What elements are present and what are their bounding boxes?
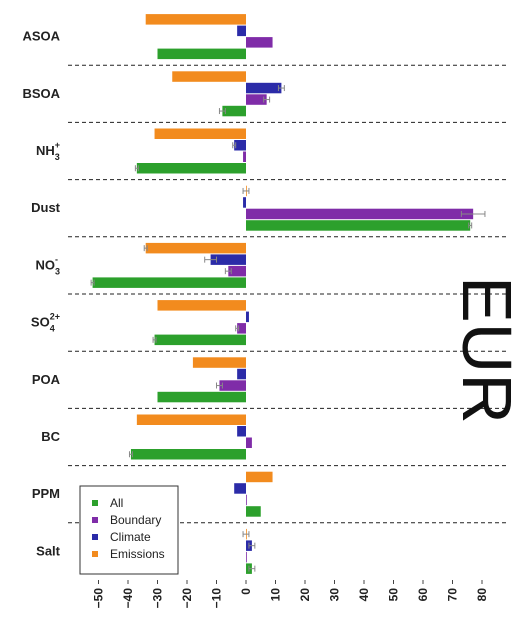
x-tick-label: 0	[239, 588, 253, 595]
category-label: ASOA	[22, 29, 60, 44]
bar-boundary-asoa	[246, 37, 273, 48]
bar-emissions-asoa	[145, 14, 246, 25]
bar-all-dust	[246, 220, 471, 231]
bar-emissions-so42	[157, 300, 246, 311]
bar-all-bsoa	[222, 105, 246, 117]
legend-swatch-all	[92, 500, 98, 506]
bar-emissions-poa	[192, 357, 246, 368]
bar-climate-so42	[246, 311, 249, 323]
x-tick-label: 40	[357, 588, 371, 602]
bar-emissions-ppm	[246, 471, 273, 483]
x-tick-label: −50	[92, 588, 106, 609]
x-tick-label: 70	[446, 588, 460, 602]
bar-boundary-salt	[246, 551, 247, 563]
bar-all-asoa	[157, 48, 246, 60]
category-label: NO3-	[35, 254, 60, 276]
bar-emissions-bc	[136, 414, 246, 425]
category-label: POA	[32, 372, 61, 387]
x-tick-label: −10	[210, 588, 224, 609]
category-label: PPM	[32, 486, 60, 501]
bar-boundary-ppm	[246, 494, 247, 506]
x-tick-label: 20	[298, 588, 312, 602]
bar-all-so42	[154, 334, 246, 346]
legend: All Boundary Climate Emissions	[79, 485, 179, 575]
category-label: NH3+	[36, 140, 60, 162]
legend-label-all: All	[110, 496, 123, 510]
x-tick-label: −40	[121, 588, 135, 609]
bar-emissions-nh3	[154, 128, 246, 139]
bar-climate-no3	[210, 254, 246, 265]
legend-label-emissions: Emissions	[110, 547, 165, 561]
bar-all-no3	[92, 277, 246, 288]
bar-climate-bsoa	[246, 82, 282, 94]
bar-all-bc	[130, 449, 246, 460]
bar-climate-asoa	[237, 25, 246, 37]
bar-all-poa	[157, 391, 246, 403]
bar-boundary-bsoa	[246, 94, 267, 105]
bar-all-ppm	[246, 506, 261, 517]
bar-all-nh3	[136, 163, 246, 174]
legend-swatch-climate	[92, 534, 98, 540]
bar-climate-bc	[237, 426, 246, 437]
bar-climate-ppm	[234, 483, 246, 494]
bar-boundary-dust	[246, 208, 474, 220]
category-label: Dust	[31, 200, 61, 215]
category-label: BC	[41, 429, 60, 444]
category-label: BSOA	[22, 86, 60, 101]
bar-emissions-bsoa	[172, 71, 246, 82]
category-label: SO42+	[31, 312, 60, 334]
legend-swatch-boundary	[92, 517, 98, 523]
bar-emissions-no3	[145, 242, 246, 254]
bar-boundary-nh3	[243, 151, 246, 162]
x-tick-label: −20	[180, 588, 194, 609]
x-tick-label: 60	[416, 588, 430, 602]
x-tick-label: −30	[151, 588, 165, 609]
bar-boundary-so42	[237, 323, 246, 334]
category-label: Salt	[36, 543, 61, 558]
x-tick-label: 50	[387, 588, 401, 602]
region-label: EUR	[448, 276, 516, 424]
bar-climate-poa	[237, 368, 246, 380]
x-tick-label: 30	[328, 588, 342, 602]
legend-swatch-emissions	[92, 551, 98, 557]
legend-label-boundary: Boundary	[110, 513, 161, 527]
bar-boundary-poa	[219, 380, 246, 391]
bar-boundary-no3	[228, 265, 246, 277]
legend-label-climate: Climate	[110, 530, 151, 544]
x-tick-label: 80	[475, 588, 489, 602]
bar-climate-nh3	[234, 140, 246, 151]
x-tick-label: 10	[269, 588, 283, 602]
bar-boundary-bc	[246, 437, 252, 448]
bar-climate-dust	[243, 197, 246, 208]
